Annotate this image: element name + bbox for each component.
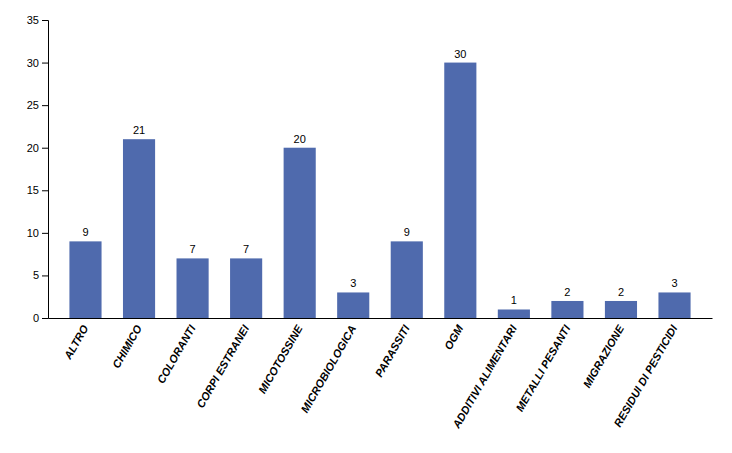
data-label: 20 bbox=[294, 133, 306, 145]
x-tick: METALLI PESANTI bbox=[513, 322, 573, 413]
bar bbox=[658, 292, 690, 318]
y-tick: 20 bbox=[27, 142, 48, 154]
y-tick: 35 bbox=[27, 14, 48, 26]
chart: 0 5 10 15 20 25 30 35 ALTRO CHIMICO COLORANTICORPI… bbox=[0, 0, 732, 453]
bar bbox=[391, 241, 423, 318]
data-label: 30 bbox=[454, 48, 466, 60]
data-label: 2 bbox=[618, 286, 624, 298]
y-tick: 30 bbox=[27, 57, 48, 69]
tick-label: 30 bbox=[27, 57, 39, 69]
bar bbox=[605, 301, 637, 318]
tick-label: ALTRO bbox=[61, 323, 91, 362]
tick-label: COLORANTI bbox=[155, 322, 199, 385]
x-tick: MICROBIOLOGICA bbox=[298, 323, 358, 415]
bar bbox=[69, 241, 101, 318]
x-tick: CHIMICO bbox=[110, 323, 144, 371]
x-tick: ALTRO bbox=[61, 323, 91, 362]
tick-label: METALLI PESANTI bbox=[513, 322, 573, 413]
y-tick: 15 bbox=[27, 184, 48, 196]
tick-label: 25 bbox=[27, 99, 39, 111]
data-label: 21 bbox=[133, 124, 145, 136]
tick-label: MICOTOSSINE bbox=[256, 322, 305, 395]
data-label: 1 bbox=[511, 294, 517, 306]
bar bbox=[551, 301, 583, 318]
tick-label: 0 bbox=[33, 312, 39, 324]
tick-mark bbox=[42, 148, 48, 149]
tick-label: 10 bbox=[27, 227, 39, 239]
tick-label: RESIDUI DI PESTICIDI bbox=[611, 322, 680, 429]
tick-label: 15 bbox=[27, 184, 39, 196]
tick-label: 5 bbox=[33, 269, 39, 281]
x-tick: ADDITIVI ALIMENTARI bbox=[450, 322, 520, 431]
bars bbox=[69, 63, 690, 318]
data-label: 7 bbox=[190, 243, 196, 255]
tick-mark bbox=[42, 190, 48, 191]
data-label: 3 bbox=[671, 277, 677, 289]
y-tick: 10 bbox=[27, 227, 48, 239]
bar bbox=[444, 63, 476, 318]
tick-label: 35 bbox=[27, 14, 39, 26]
tick-label: OGM bbox=[442, 322, 466, 351]
x-tick: COLORANTI bbox=[155, 322, 199, 385]
axis-line bbox=[42, 21, 49, 319]
axis-line bbox=[49, 318, 713, 319]
y-tick: 0 bbox=[33, 312, 48, 324]
tick-label: ADDITIVI ALIMENTARI bbox=[450, 322, 520, 431]
x-tick: MICOTOSSINE bbox=[256, 322, 305, 395]
tick-mark bbox=[42, 275, 48, 276]
data-label: 2 bbox=[564, 286, 570, 298]
x-axis: ALTRO CHIMICO COLORANTICORPI ESTRANEIMICOT… bbox=[49, 319, 713, 431]
bar bbox=[177, 258, 209, 318]
bar bbox=[230, 258, 262, 318]
x-tick: OGM bbox=[442, 322, 466, 351]
y-tick: 5 bbox=[33, 269, 48, 281]
x-tick: RESIDUI DI PESTICIDI bbox=[611, 322, 680, 429]
y-tick: 25 bbox=[27, 99, 48, 111]
tick-mark bbox=[42, 233, 48, 234]
tick-label: MICROBIOLOGICA bbox=[298, 323, 358, 415]
data-label: 9 bbox=[82, 226, 88, 238]
bar bbox=[284, 148, 316, 318]
data-label: 9 bbox=[404, 226, 410, 238]
tick-label: CORPI ESTRANEI bbox=[194, 322, 252, 410]
x-tick: CORPI ESTRANEI bbox=[194, 322, 252, 410]
plot-area: 0 5 10 15 20 25 30 35 ALTRO CHIMICO COLORANTICORPI… bbox=[27, 14, 713, 431]
data-label: 7 bbox=[243, 243, 249, 255]
tick-mark bbox=[42, 20, 48, 21]
bar bbox=[123, 139, 155, 318]
tick-label: MIGRAZIONE bbox=[581, 322, 627, 389]
x-tick: PARASSITI bbox=[373, 322, 413, 379]
tick-label: PARASSITI bbox=[373, 322, 413, 379]
tick-label: CHIMICO bbox=[110, 323, 144, 371]
y-axis: 0 5 10 15 20 25 30 35 bbox=[27, 14, 49, 324]
tick-mark bbox=[42, 105, 48, 106]
tick-mark bbox=[42, 318, 48, 319]
bar bbox=[498, 309, 530, 318]
tick-label: 20 bbox=[27, 142, 39, 154]
tick-mark bbox=[42, 63, 48, 64]
x-tick: MIGRAZIONE bbox=[581, 322, 627, 389]
bar bbox=[337, 292, 369, 318]
data-label: 3 bbox=[350, 277, 356, 289]
data-labels: 9 21 7 7 20 3 9 30 1 2 2 3 bbox=[82, 48, 677, 307]
